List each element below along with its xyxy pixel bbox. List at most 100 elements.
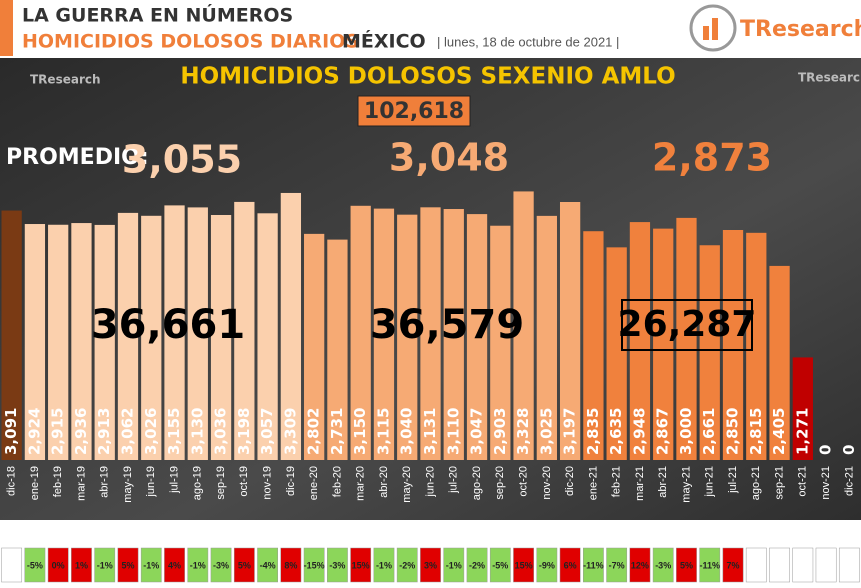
change-label: -1% (446, 560, 462, 570)
logo-bar (712, 18, 718, 40)
value-label: 2,915 (49, 408, 67, 455)
change-cell (652, 547, 674, 583)
year-total: 26,287 (618, 304, 757, 345)
x-tick-label: sep-21 (773, 466, 785, 500)
bar (117, 212, 139, 460)
change-label: 3% (424, 560, 437, 570)
change-label: -1% (190, 560, 206, 570)
value-label: 3,110 (444, 408, 462, 455)
logo: TResearch (689, 4, 861, 52)
bar (141, 215, 162, 460)
change-label: -1% (143, 560, 159, 570)
change-cell (676, 547, 697, 583)
change-label: 4% (168, 560, 181, 570)
bar (1, 210, 22, 460)
change-label: -11% (583, 560, 604, 570)
change-label: -3% (655, 560, 671, 570)
change-cell (513, 547, 534, 583)
change-cell (838, 547, 860, 583)
x-tick-label: ago-20 (471, 466, 483, 500)
value-label: 1,271 (793, 408, 811, 455)
bar (304, 233, 325, 460)
change-cell (489, 547, 511, 583)
value-label: 2,661 (700, 408, 718, 455)
change-cell (769, 547, 790, 583)
change-label: -3% (329, 560, 345, 570)
value-label: 3,131 (421, 408, 439, 455)
value-label: 3,150 (351, 408, 369, 455)
value-label: 2,903 (491, 408, 509, 455)
change-cell (47, 547, 69, 583)
x-tick-label: ene-19 (29, 466, 41, 500)
x-tick-label: mar-21 (634, 466, 646, 501)
value-label: 3,198 (235, 408, 253, 455)
x-tick-label: dic-20 (564, 466, 576, 496)
x-tick-label: feb-19 (52, 466, 64, 497)
change-cell (583, 547, 604, 583)
change-label: -5% (492, 560, 508, 570)
x-tick-label: may-21 (680, 466, 692, 503)
x-tick-label: jun-20 (424, 466, 436, 498)
change-label: 1% (75, 560, 88, 570)
average: 3,048 (389, 136, 509, 180)
accent-bar (0, 0, 13, 56)
value-label: 0 (817, 445, 835, 455)
change-label: -2% (399, 560, 415, 570)
bar (420, 207, 441, 460)
date: | lunes, 18 de octubre de 2021 | (437, 34, 619, 49)
change-label: -3% (213, 560, 229, 570)
change-cell (187, 547, 209, 583)
x-tick-label: mar-20 (355, 466, 367, 501)
x-tick-label: feb-20 (331, 466, 343, 497)
value-label: 2,405 (770, 408, 788, 455)
bar (746, 232, 767, 460)
change-cell (1, 547, 23, 583)
bar (350, 205, 371, 460)
value-label: 3,047 (468, 408, 486, 455)
change-cell (117, 547, 139, 583)
change-label: -1% (376, 560, 392, 570)
average-label: PROMEDIO: (6, 145, 149, 170)
change-cell (210, 547, 232, 583)
value-label: 2,835 (584, 408, 602, 455)
change-cell (396, 547, 418, 583)
x-tick-label: mar-19 (75, 466, 87, 501)
value-label: 2,924 (25, 408, 43, 455)
topic: HOMICIDIOS DOLOSOS DIARIOS (22, 31, 359, 53)
bar (24, 224, 46, 460)
bars (1, 191, 813, 461)
change-label: 0% (52, 560, 65, 570)
change-cell (164, 547, 185, 583)
x-tick-label: oct-19 (238, 466, 250, 497)
bar (676, 217, 697, 460)
value-label: 2,850 (724, 408, 742, 455)
logo-ring (689, 4, 737, 52)
x-tick-label: jul-21 (727, 466, 739, 494)
average: 2,873 (652, 136, 772, 180)
x-tick-label: may-20 (401, 466, 413, 503)
bar (210, 214, 232, 460)
change-label: -4% (260, 560, 276, 570)
x-tick-label: jul-20 (448, 466, 460, 494)
bar (71, 223, 92, 460)
change-cell (94, 547, 116, 583)
change-label: 15% (515, 560, 533, 570)
x-tick-label: oct-20 (517, 466, 529, 497)
total-box (357, 95, 471, 127)
change-cell (233, 547, 255, 583)
bar (699, 245, 720, 460)
value-label: 0 (840, 445, 858, 455)
change-label: 7% (727, 560, 740, 570)
x-tick-label: jun-21 (704, 466, 716, 498)
bar (443, 209, 464, 460)
x-tick-label: sep-19 (215, 466, 227, 500)
value-label: 3,040 (398, 408, 416, 455)
value-label: 3,057 (258, 408, 276, 455)
year-total: 36,579 (370, 302, 524, 348)
value-label: 2,913 (95, 408, 113, 455)
x-tick-label: nov-20 (541, 466, 553, 500)
x-tick-label: ene-20 (308, 466, 320, 500)
change-label: 5% (121, 560, 134, 570)
change-cell (24, 547, 46, 583)
watermark: TResearch (30, 73, 101, 87)
